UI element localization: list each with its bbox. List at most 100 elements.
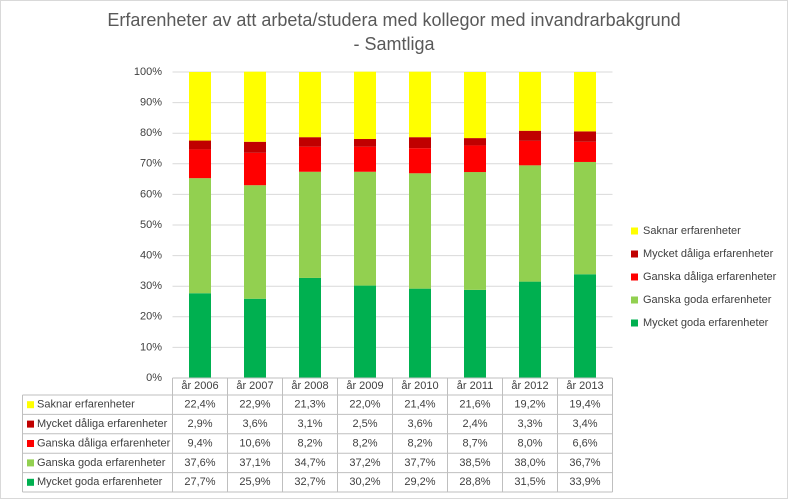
y-tick-label: 90% [140,97,162,109]
bar-segment [409,137,431,149]
bar-segment [519,130,541,141]
legend-key [631,296,638,304]
bar-segment [244,185,266,299]
bar-segment [409,173,431,289]
table-cell: 21,6% [459,399,490,411]
table-cell: 3,4% [572,418,597,430]
table-cell: 33,9% [569,476,600,488]
table-cell: 22,0% [349,399,380,411]
table-row-label: Mycket dåliga erfarenheter [37,418,168,430]
table-row-label: Mycket goda erfarenheter [37,476,163,488]
table-cell: 27,7% [184,476,215,488]
bar-segment [354,146,376,172]
table-cell: 28,8% [459,476,490,488]
table-cell: 37,6% [184,457,215,469]
bar-segment [409,148,431,174]
bar-segment [519,72,541,131]
bar-segment [244,141,266,153]
x-tick-label: år 2009 [346,380,383,392]
bar-segment [244,298,266,378]
bar-segment [574,141,596,162]
legend-label: Ganska goda erfarenheter [643,294,772,306]
table-cell: 22,9% [239,399,270,411]
y-tick-label: 70% [140,158,162,170]
bar-segment [299,137,321,147]
x-tick-label: år 2007 [236,380,273,392]
legend-key [631,273,638,281]
bar-segment [464,289,486,378]
table-cell: 36,7% [569,457,600,469]
table-cell: 8,2% [297,437,322,449]
bar-segment [189,178,211,294]
table-cell: 2,9% [187,418,212,430]
bar-segment [299,146,321,172]
table-cell: 37,1% [239,457,270,469]
table-legend-key [27,478,34,486]
bar-segment [189,293,211,378]
bar-segment [574,274,596,378]
bar-segment [574,131,596,142]
bar-segment [354,71,376,140]
bar-segment [189,72,211,141]
table-cell: 30,2% [349,476,380,488]
bar-segment [244,152,266,186]
table-cell: 8,0% [517,437,542,449]
table-cell: 8,2% [352,437,377,449]
table-cell: 31,5% [514,476,545,488]
table-cell: 32,7% [294,476,325,488]
bar-segment [519,165,541,282]
legend-label: Mycket goda erfarenheter [643,317,769,329]
table-cell: 21,3% [294,399,325,411]
y-tick-label: 80% [140,127,162,139]
bar-segment [299,171,321,278]
bar-segment [464,172,486,290]
table-legend-key [27,459,34,467]
x-tick-label: år 2012 [511,380,548,392]
bar-segment [574,161,596,275]
table-cell: 19,2% [514,399,545,411]
table-row-label: Saknar erfarenheter [37,399,135,411]
legend-key [631,250,638,258]
y-tick-label: 50% [140,219,162,231]
chart-subtitle: - Samtliga [353,34,435,54]
bar-segment [409,71,431,138]
x-tick-label: år 2008 [291,380,328,392]
y-tick-label: 10% [140,341,162,353]
table-cell: 21,4% [404,399,435,411]
table-cell: 3,6% [407,418,432,430]
y-tick-label: 100% [134,66,162,78]
legend-label: Saknar erfarenheter [643,225,741,237]
x-tick-label: år 2013 [566,380,603,392]
bar-segment [354,139,376,147]
legend-label: Ganska dåliga erfarenheter [643,271,777,283]
table-cell: 2,4% [462,418,487,430]
x-tick-label: år 2011 [457,380,494,392]
table-cell: 8,7% [462,437,487,449]
table-cell: 2,5% [352,418,377,430]
bar-segment [574,72,596,132]
table-cell: 38,5% [459,457,490,469]
table-cell: 3,6% [242,418,267,430]
bar-segment [354,171,376,286]
bar-segment [464,72,486,139]
table-cell: 3,3% [517,418,542,430]
bar-segment [519,281,541,378]
table-row-label: Ganska goda erfarenheter [37,457,166,469]
bar-segment [299,277,321,378]
table-legend-key [27,401,34,409]
table-cell: 38,0% [514,457,545,469]
y-tick-label: 30% [140,280,162,292]
bar-segment [409,288,431,378]
bar-segment [299,72,321,138]
table-cell: 37,2% [349,457,380,469]
table-cell: 22,4% [184,399,215,411]
table-legend-key [27,420,34,428]
y-tick-label: 0% [146,372,162,384]
table-cell: 25,9% [239,476,270,488]
y-tick-label: 20% [140,311,162,323]
legend-label: Mycket dåliga erfarenheter [643,248,774,260]
bar-segment [519,140,541,166]
table-cell: 34,7% [294,457,325,469]
